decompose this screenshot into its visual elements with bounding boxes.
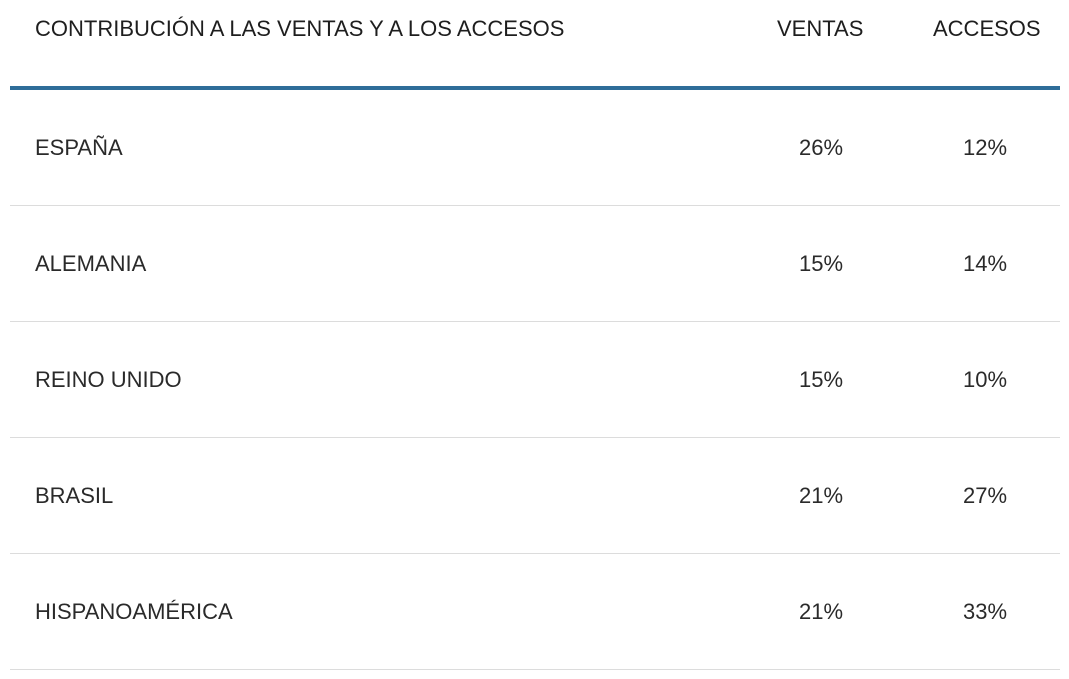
row-ventas: 15% <box>798 367 844 392</box>
row-accesos: 12% <box>962 135 1008 160</box>
row-ventas: 21% <box>798 483 844 508</box>
row-country: REINO UNIDO <box>35 367 182 392</box>
contribution-table: CONTRIBUCIÓN A LAS VENTAS Y A LOS ACCESO… <box>10 0 1060 670</box>
table-row: REINO UNIDO 15% 10% <box>10 322 1060 438</box>
row-country: ESPAÑA <box>35 135 123 160</box>
row-accesos: 14% <box>962 251 1008 276</box>
row-ventas: 26% <box>798 135 844 160</box>
table-row: ESPAÑA 26% 12% <box>10 90 1060 206</box>
header-ventas: VENTAS <box>777 16 864 41</box>
row-ventas: 15% <box>798 251 844 276</box>
table-row: BRASIL 21% 27% <box>10 438 1060 554</box>
header-contribution: CONTRIBUCIÓN A LAS VENTAS Y A LOS ACCESO… <box>35 16 565 41</box>
row-accesos: 27% <box>962 483 1008 508</box>
row-country: ALEMANIA <box>35 251 147 276</box>
table-row: HISPANOAMÉRICA 21% 33% <box>10 554 1060 670</box>
row-accesos: 33% <box>962 599 1008 624</box>
row-country: HISPANOAMÉRICA <box>35 599 233 624</box>
header-accesos: ACCESOS <box>933 16 1041 41</box>
row-ventas: 21% <box>798 599 844 624</box>
table-header: CONTRIBUCIÓN A LAS VENTAS Y A LOS ACCESO… <box>10 0 1060 90</box>
table-row: ALEMANIA 15% 14% <box>10 206 1060 322</box>
row-accesos: 10% <box>962 367 1008 392</box>
row-country: BRASIL <box>35 483 114 508</box>
